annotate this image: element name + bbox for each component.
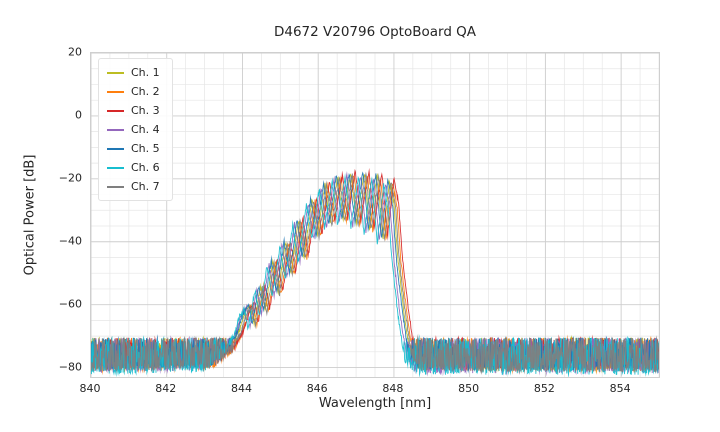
- legend-label: Ch. 7: [131, 180, 160, 193]
- y-axis-label: Optical Power [dB]: [22, 154, 38, 276]
- legend-line-swatch: [107, 109, 124, 112]
- legend-item-ch-1: Ch. 1: [107, 63, 160, 82]
- x-axis-label: Wavelength [nm]: [318, 396, 432, 411]
- y-tick-label: 0: [75, 108, 82, 122]
- x-tick-label: 842: [155, 382, 177, 395]
- legend-label: Ch. 4: [131, 123, 160, 136]
- x-tick-label: 844: [230, 382, 252, 395]
- y-tick-label: −40: [58, 234, 82, 248]
- legend-label: Ch. 2: [131, 85, 160, 98]
- legend-line-swatch: [107, 90, 124, 93]
- x-tick-label: 850: [458, 382, 480, 395]
- y-tick-label: −60: [58, 297, 82, 311]
- plot-area: Ch. 1 Ch. 2 Ch. 3 Ch. 4 Ch. 5 Ch. 6 Ch. 7: [90, 52, 660, 378]
- legend-item-ch-4: Ch. 4: [107, 120, 160, 139]
- plot-canvas: [91, 53, 659, 377]
- y-tick-label: −80: [58, 360, 82, 374]
- legend-item-ch-5: Ch. 5: [107, 139, 160, 158]
- legend-item-ch-6: Ch. 6: [107, 158, 160, 177]
- y-tick-label: 20: [68, 45, 82, 59]
- legend-label: Ch. 3: [131, 104, 160, 117]
- x-tick-label: 854: [609, 382, 631, 395]
- x-tick-label: 840: [79, 382, 101, 395]
- legend-line-swatch: [107, 71, 124, 74]
- legend-line-swatch: [107, 128, 124, 131]
- x-tick-label: 846: [306, 382, 328, 395]
- legend-item-ch-2: Ch. 2: [107, 82, 160, 101]
- x-tick-label: 848: [382, 382, 404, 395]
- x-tick-label: 852: [533, 382, 555, 395]
- legend-line-swatch: [107, 166, 124, 169]
- chart-title: D4672 V20796 OptoBoard QA: [273, 24, 477, 40]
- legend-label: Ch. 1: [131, 66, 160, 79]
- legend-item-ch-3: Ch. 3: [107, 101, 160, 120]
- y-tick-label: −20: [58, 171, 82, 185]
- legend: Ch. 1 Ch. 2 Ch. 3 Ch. 4 Ch. 5 Ch. 6 Ch. 7: [98, 58, 173, 201]
- legend-label: Ch. 6: [131, 161, 160, 174]
- legend-label: Ch. 5: [131, 142, 160, 155]
- legend-line-swatch: [107, 147, 124, 150]
- legend-item-ch-7: Ch. 7: [107, 177, 160, 196]
- legend-line-swatch: [107, 185, 124, 188]
